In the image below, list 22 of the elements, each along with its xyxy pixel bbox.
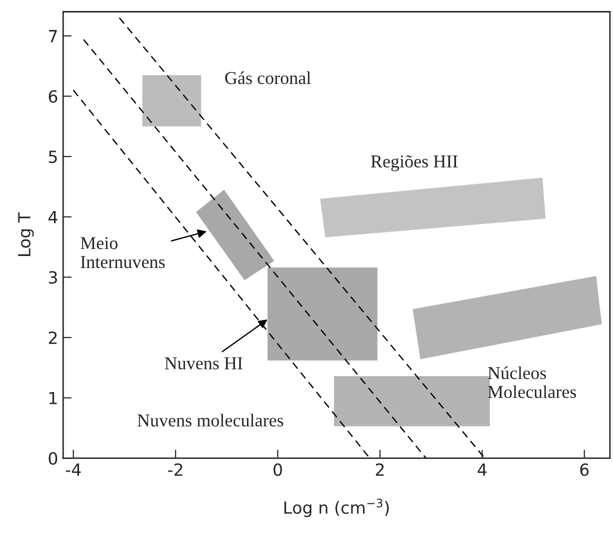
y-tick-label: 4 <box>48 211 58 224</box>
y-tick-label: 2 <box>48 331 57 344</box>
x-tick-label: 6 <box>580 463 589 476</box>
annotation: Nuvens moleculares <box>137 414 284 427</box>
y-tick-label: 6 <box>48 90 58 103</box>
y-tick-label: 0 <box>48 452 58 465</box>
annotation: Nuvens HI <box>164 357 242 370</box>
x-axis-title: Log n (cm$^{−3}$) <box>284 498 389 518</box>
x-tick-label: -4 <box>66 464 81 476</box>
x-tick-label: 4 <box>478 464 487 476</box>
annotation: Meio Internuvens <box>80 237 165 268</box>
y-tick-label: 3 <box>48 271 57 284</box>
annotation: Gás coronal <box>225 71 311 84</box>
x-tick-label: -2 <box>168 463 182 476</box>
y-axis-title: Log T <box>18 212 34 256</box>
annotation: Núcleos Moleculares <box>488 366 576 398</box>
annotation: Regiões HII <box>370 155 458 172</box>
x-tick-label: 2 <box>376 463 384 476</box>
x-tick-label: 0 <box>274 463 282 476</box>
y-tick-label: 7 <box>49 30 57 42</box>
y-tick-label: 1 <box>50 392 57 404</box>
y-tick-label: 5 <box>48 150 57 164</box>
